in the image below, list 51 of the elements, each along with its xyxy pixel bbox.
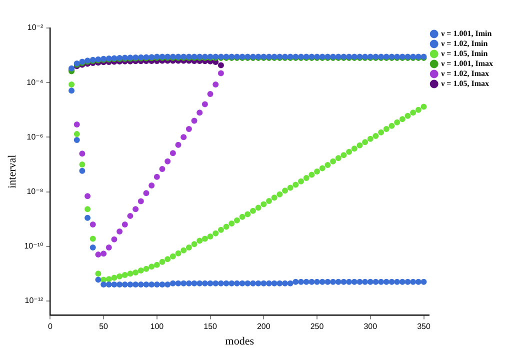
point <box>218 70 224 76</box>
point <box>138 198 144 204</box>
point <box>212 82 219 88</box>
x-tick-label: 100 <box>150 322 164 332</box>
legend-label: ν = 1.001, Imax <box>440 59 494 68</box>
point <box>207 91 214 98</box>
point <box>148 182 155 188</box>
point <box>159 166 166 172</box>
y-axis-title: interval <box>6 154 18 188</box>
point <box>170 150 176 156</box>
point <box>79 150 86 157</box>
point <box>175 142 182 148</box>
legend-label: ν = 1.05, Imax <box>440 79 490 88</box>
y-tick-label: 10⁻² <box>27 23 44 32</box>
point <box>180 134 187 140</box>
point <box>122 222 128 228</box>
point <box>143 190 150 196</box>
legend-label: ν = 1.001, Imin <box>440 29 492 38</box>
point <box>132 206 139 212</box>
point <box>196 110 203 116</box>
point <box>106 244 112 250</box>
legend-label: ν = 1.02, Imax <box>440 69 490 78</box>
point <box>186 126 192 132</box>
point <box>100 250 107 257</box>
point <box>111 236 118 242</box>
point <box>191 118 198 124</box>
x-tick-label: 150 <box>204 322 218 332</box>
legend-label: ν = 1.05, Imin <box>440 49 488 58</box>
point <box>84 193 91 200</box>
point <box>164 158 171 164</box>
x-tick-label: 0 <box>48 322 53 332</box>
point <box>154 174 160 180</box>
y-tick-label: 10⁻¹² <box>24 296 44 306</box>
point <box>202 101 208 108</box>
y-tick-label: 10⁻⁶ <box>26 132 44 142</box>
point <box>218 62 224 68</box>
point <box>95 252 102 258</box>
x-tick-label: 200 <box>256 322 271 332</box>
legend-label: ν = 1.02, Imin <box>440 39 488 48</box>
y-tick-label: 10⁻⁴ <box>26 78 44 87</box>
y-tick-label: 10⁻⁸ <box>26 186 44 196</box>
y-tick-label: 10⁻¹⁰ <box>24 242 44 251</box>
x-axis-title: modes <box>225 335 254 348</box>
point <box>127 212 134 219</box>
point <box>74 122 80 128</box>
x-tick-label: 350 <box>417 322 431 332</box>
x-tick-label: 300 <box>364 322 378 332</box>
point <box>90 222 96 228</box>
point <box>116 228 123 234</box>
x-tick-label: 250 <box>310 322 324 332</box>
x-tick-label: 50 <box>99 322 109 332</box>
